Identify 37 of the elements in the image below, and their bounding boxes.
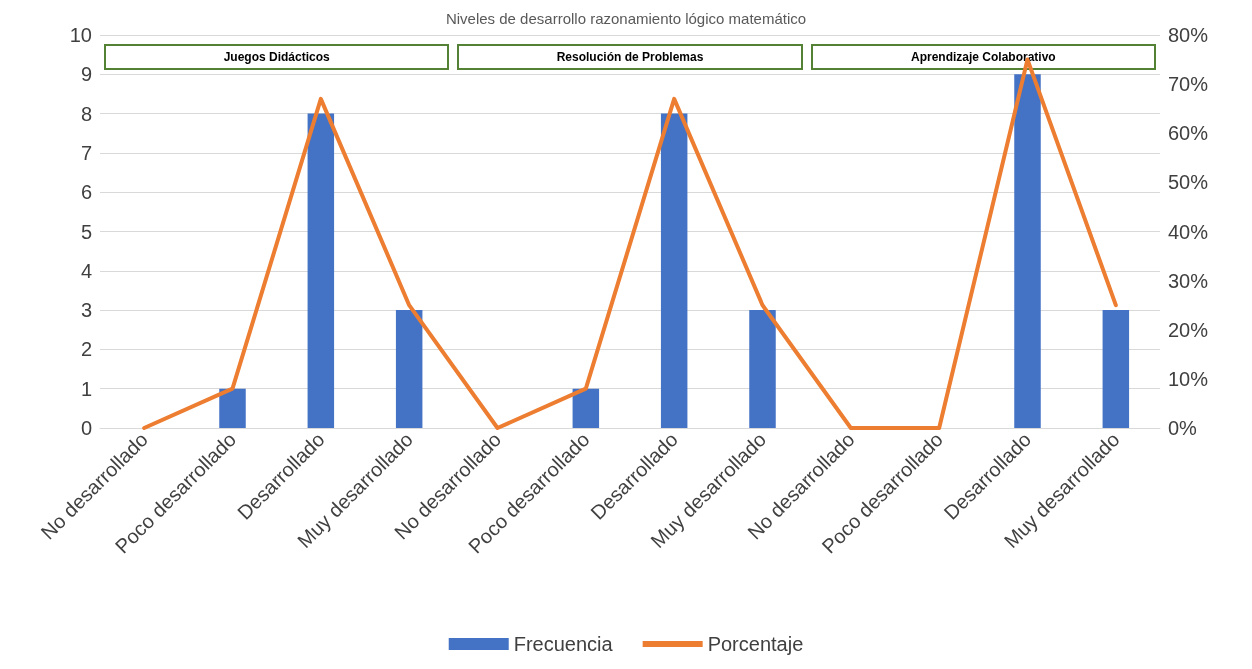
y-tick-label: 5 <box>80 220 92 243</box>
y2-tick-label: 70% <box>1168 73 1209 96</box>
outline-box: Aprendizaje Colaborativo <box>810 44 1156 70</box>
bar <box>749 310 776 428</box>
outline-box: Resolución de Problemas <box>457 44 803 70</box>
y2-tick-label: 40% <box>1168 220 1209 243</box>
y-tick-label: 9 <box>80 63 92 86</box>
y-tick-label: 7 <box>80 141 92 164</box>
annotation: Juegos Didácticos <box>223 50 330 64</box>
chart-title: Niveles de desarrollo razonamiento lógico matemático <box>445 10 807 27</box>
annotation: Aprendizaje Colaborativo <box>910 50 1056 64</box>
y2-tick-label: 80% <box>1168 24 1209 46</box>
y2-tick-label: 60% <box>1168 122 1209 145</box>
bar <box>572 388 600 428</box>
y-tick-label: 4 <box>80 259 92 282</box>
legend-label: Porcentaje <box>707 633 804 655</box>
y-tick-label: 3 <box>80 299 92 322</box>
bar <box>660 113 688 428</box>
y-tick-label: 8 <box>80 102 92 125</box>
bar <box>1102 310 1130 428</box>
outline-box: Juegos Didácticos <box>104 44 450 70</box>
y2-tick-label: 10% <box>1168 367 1209 390</box>
y2-tick-label: 20% <box>1168 318 1209 341</box>
y-tick-label: 1 <box>80 377 92 400</box>
y-tick-label: 6 <box>80 181 92 204</box>
legend-label: Frecuencia <box>513 633 614 655</box>
bar <box>395 310 423 428</box>
y2-tick-label: 50% <box>1168 171 1209 194</box>
y2-tick-label: 30% <box>1168 269 1209 292</box>
bar <box>307 113 335 428</box>
annotation: Resolución de Problemas <box>556 50 704 64</box>
y2-tick-label: 0% <box>1168 417 1198 439</box>
bar <box>219 388 246 428</box>
y-tick-label: 2 <box>80 338 92 361</box>
y-tick-label: 0 <box>80 417 92 439</box>
y-tick-label: 10 <box>69 24 92 46</box>
bar <box>1014 74 1041 428</box>
